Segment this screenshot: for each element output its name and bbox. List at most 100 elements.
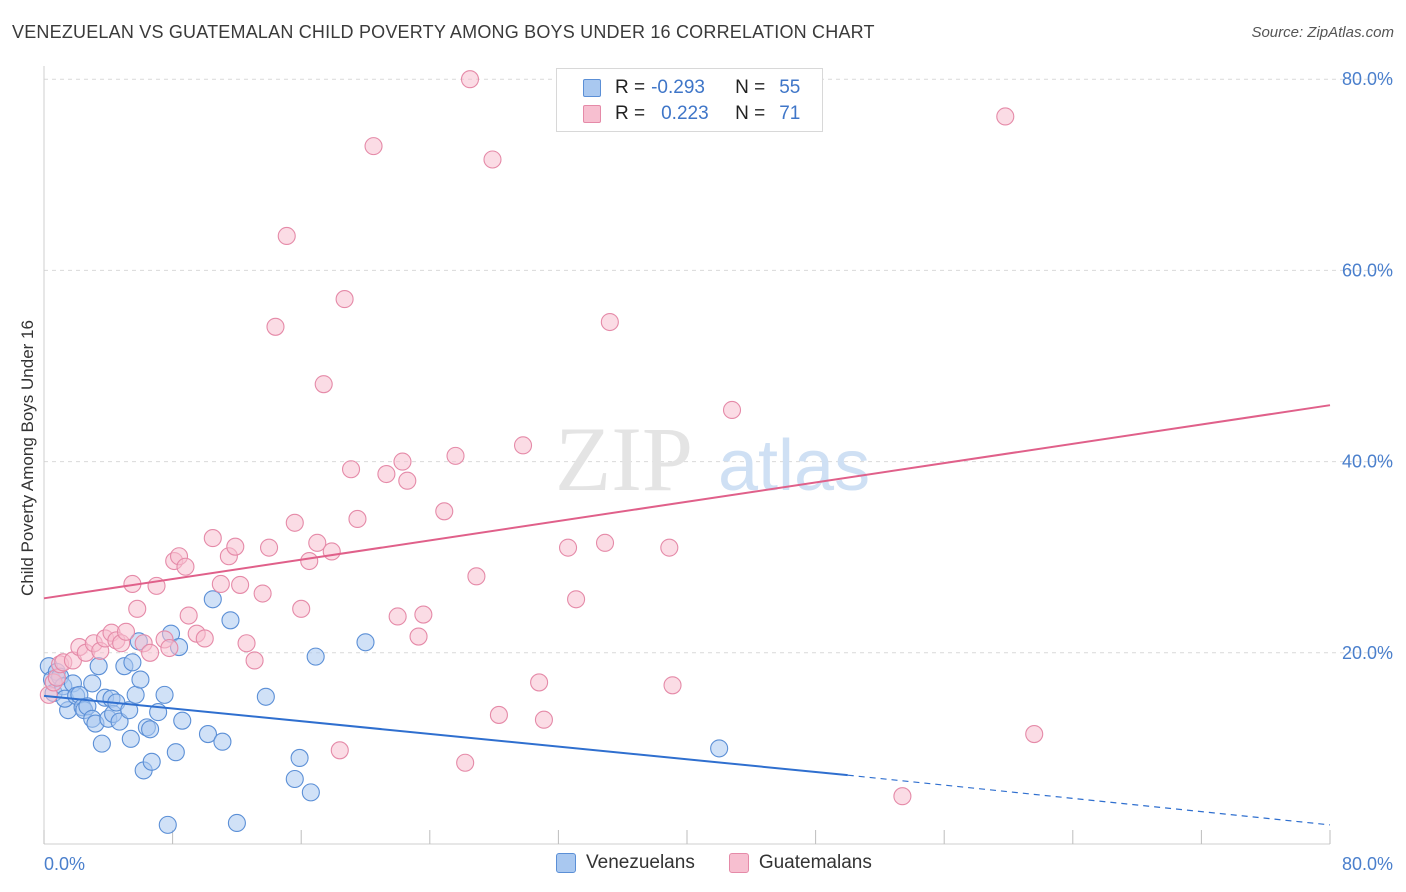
- guatemalans-point: [364, 137, 383, 156]
- guatemalans-point: [595, 533, 615, 552]
- guatemalans-point: [116, 622, 136, 641]
- guatemalans-point: [513, 436, 533, 455]
- legend-row-venezuelans: R = -0.293 N = 55: [583, 75, 800, 101]
- guatemalans-point: [446, 446, 465, 465]
- guatemalans-point: [179, 606, 198, 625]
- venezuelans-point: [142, 752, 161, 771]
- venezuelans-point: [221, 611, 240, 630]
- venezuelans-point: [285, 769, 304, 789]
- y-tick-label: 40.0%: [1342, 452, 1393, 472]
- series-swatch-venezuelans: [556, 853, 576, 873]
- axes: [43, 66, 1331, 845]
- venezuelans-point: [158, 815, 177, 834]
- venezuelans-point: [198, 725, 218, 744]
- guatemalans-point: [292, 599, 311, 618]
- venezuelans-point: [256, 687, 275, 706]
- guatemalans-point: [348, 509, 367, 529]
- legend-r-label: R =: [615, 103, 646, 124]
- guatemalans-point: [467, 567, 486, 586]
- guatemalans-point: [435, 502, 454, 521]
- guatemalans-points: [39, 70, 1044, 806]
- guatemalans-point: [330, 741, 349, 760]
- guatemalans-point: [266, 317, 285, 336]
- guatemalans-point: [160, 638, 179, 658]
- guatemalans-point: [253, 584, 272, 603]
- trendline-venezuelans: [43, 694, 848, 777]
- venezuelans-point: [121, 729, 140, 748]
- venezuelans-point: [83, 674, 102, 693]
- venezuelans-point: [213, 732, 232, 751]
- legend-n-venezuelans: 55: [779, 77, 801, 98]
- guatemalans-point: [530, 673, 549, 692]
- venezuelans-point: [710, 739, 729, 758]
- venezuelans-point: [92, 734, 111, 753]
- guatemalans-point: [128, 599, 147, 618]
- venezuelans-point: [306, 647, 325, 666]
- guatemalans-point: [534, 710, 553, 729]
- series-label-venezuelans: Venezuelans: [586, 852, 695, 873]
- guatemalans-point: [231, 575, 250, 594]
- guatemalans-point: [489, 705, 508, 724]
- guatemalans-point: [226, 537, 245, 556]
- guatemalans-point: [600, 312, 619, 332]
- venezuelans-point: [301, 783, 320, 802]
- venezuelans-point: [173, 711, 192, 730]
- source-label: Source: ZipAtlas.com: [1251, 24, 1394, 41]
- guatemalans-point: [335, 290, 354, 309]
- guatemalans-point: [300, 551, 319, 571]
- venezuelans-point: [89, 657, 108, 676]
- series-legend: Venezuelans Guatemalans: [556, 852, 906, 874]
- legend-swatch-guatemalans: [583, 105, 601, 123]
- guatemalans-point: [211, 574, 230, 594]
- venezuelans-point: [131, 670, 150, 689]
- venezuelans-point: [141, 720, 160, 739]
- guatemalans-point: [259, 538, 279, 557]
- guatemalans-point: [322, 542, 341, 561]
- venezuelans-point: [227, 813, 246, 833]
- guatemalans-point: [277, 226, 296, 246]
- guatemalans-point: [660, 538, 679, 557]
- guatemalans-point: [483, 150, 502, 169]
- trendline-guatemalans: [43, 404, 1331, 600]
- guatemalans-point: [663, 676, 682, 695]
- guatemalans-point: [245, 651, 264, 670]
- venezuelans-point: [290, 748, 309, 768]
- legend-swatch-venezuelans: [583, 79, 601, 97]
- guatemalans-point: [414, 605, 433, 624]
- legend-n-label: N =: [735, 77, 766, 98]
- guatemalans-point: [341, 460, 361, 479]
- grid-lines: [44, 78, 1392, 654]
- guatemalans-point: [558, 538, 578, 557]
- trendline-venezuelans-extension: [847, 774, 1331, 826]
- watermark: ZIP atlas: [555, 408, 870, 510]
- series-label-guatemalans: Guatemalans: [758, 852, 872, 873]
- y-tick-label: 80.0%: [1342, 69, 1393, 89]
- x-tick-label: 80.0%: [1342, 854, 1393, 874]
- series-legend-guatemalans[interactable]: Guatemalans: [728, 852, 872, 874]
- watermark-zip: ZIP: [555, 408, 693, 510]
- guatemalans-point: [141, 643, 160, 662]
- series-swatch-guatemalans: [728, 853, 749, 873]
- series-legend-venezuelans[interactable]: Venezuelans: [556, 852, 695, 874]
- venezuelans-point: [123, 653, 142, 672]
- venezuelans-point: [120, 701, 139, 720]
- legend-n-label: N =: [735, 103, 766, 124]
- correlation-legend: R = -0.293 N = 55 R = 0.223 N = 71: [556, 68, 823, 132]
- guatemalans-point: [377, 464, 396, 484]
- guatemalans-point: [285, 513, 304, 532]
- guatemalans-point: [722, 400, 742, 420]
- guatemalans-point: [308, 533, 327, 552]
- legend-n-guatemalans: 71: [779, 103, 801, 124]
- legend-r-venezuelans: -0.293: [651, 77, 705, 98]
- guatemalans-point: [409, 627, 428, 646]
- guatemalans-point: [176, 557, 195, 576]
- guatemalans-point: [314, 375, 333, 394]
- guatemalans-point: [237, 634, 256, 653]
- guatemalans-point: [460, 70, 480, 89]
- guatemalans-point: [388, 607, 407, 626]
- chart-title: VENEZUELAN VS GUATEMALAN CHILD POVERTY A…: [12, 22, 875, 42]
- venezuelans-point: [356, 633, 375, 652]
- tick-labels: 20.0% 40.0% 60.0% 80.0% 0.0% 80.0%: [44, 69, 1393, 874]
- guatemalans-point: [203, 529, 222, 548]
- venezuelans-points: [39, 590, 729, 834]
